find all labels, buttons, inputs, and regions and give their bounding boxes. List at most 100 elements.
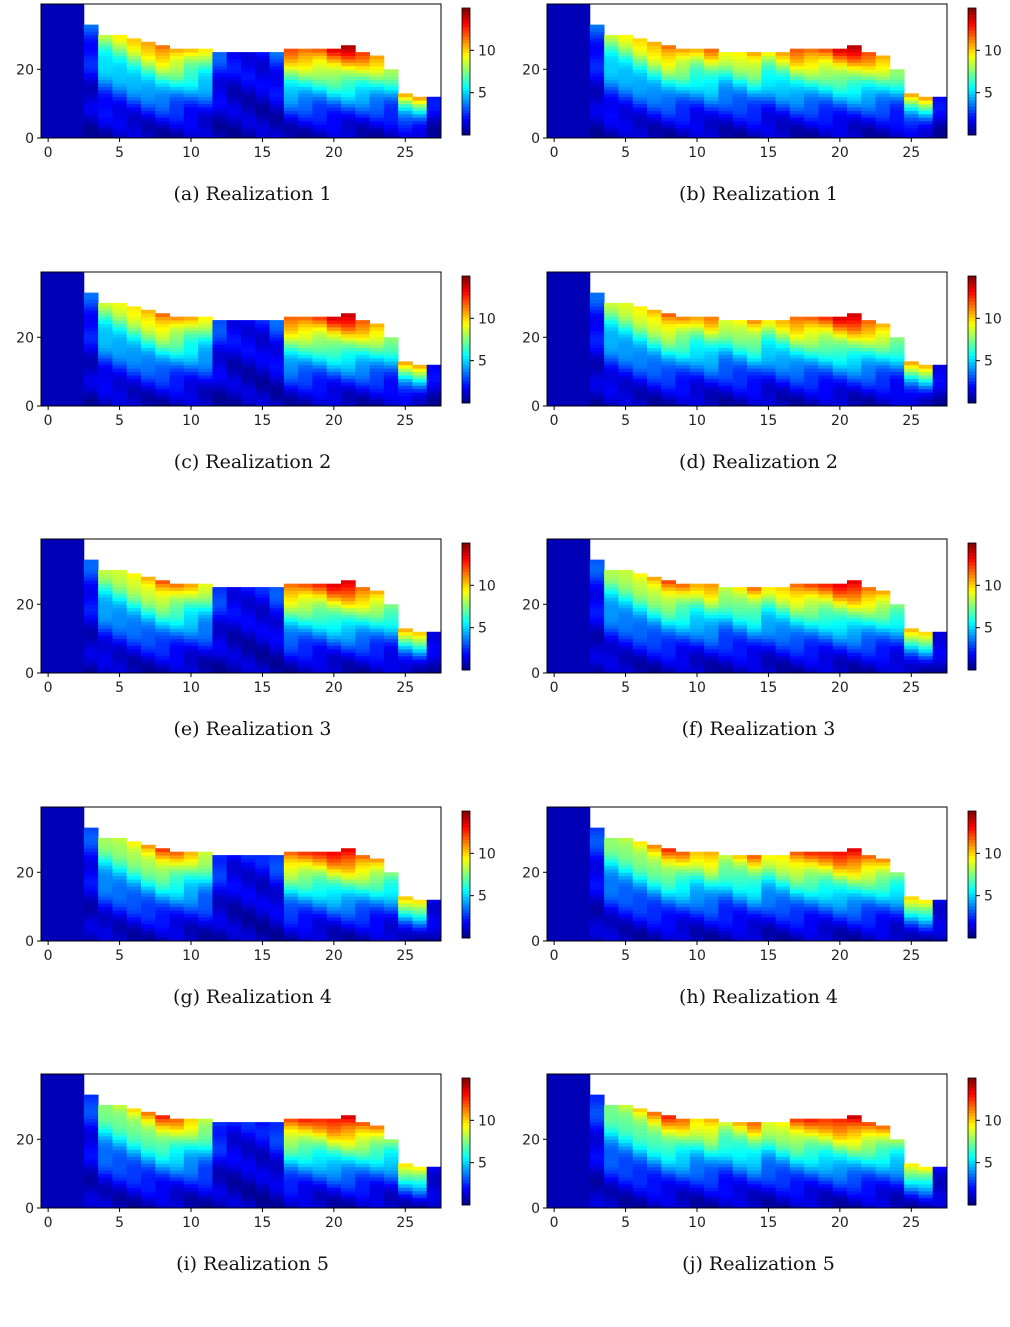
heatmap-cell [270, 635, 285, 639]
heatmap-cell [55, 615, 70, 619]
heatmap-cell [833, 351, 848, 355]
heatmap-cell [170, 80, 185, 84]
heatmap-cell [618, 86, 633, 90]
heatmap-cell [41, 649, 56, 653]
heatmap-cell [284, 656, 299, 660]
heatmap-cell [41, 549, 56, 553]
colorbar-segment [968, 116, 976, 120]
heatmap-cell [312, 618, 327, 622]
heatmap-cell [876, 642, 891, 646]
heatmap-cell [761, 597, 776, 601]
heatmap-cell [112, 111, 127, 115]
heatmap-cell [647, 76, 662, 80]
heatmap-cell [384, 69, 399, 73]
colorbar-segment [462, 575, 470, 579]
heatmap-cell [398, 372, 413, 376]
heatmap-cell [370, 604, 385, 608]
heatmap-cell [576, 639, 591, 643]
heatmap-cell [733, 399, 748, 403]
heatmap-cell [341, 361, 356, 365]
heatmap-cell [170, 104, 185, 108]
heatmap-cell [255, 111, 270, 115]
heatmap-cell [184, 385, 199, 389]
heatmap-cell [198, 104, 213, 108]
heatmap-cell [776, 80, 791, 84]
heatmap-cell [227, 621, 242, 625]
heatmap-cell [718, 107, 733, 111]
heatmap-cell [70, 570, 85, 574]
heatmap-cell [84, 361, 99, 365]
heatmap-cell [84, 107, 99, 111]
heatmap-cell [370, 93, 385, 97]
heatmap-cell [776, 117, 791, 121]
heatmap-cell [790, 90, 805, 94]
colorbar-segment [462, 301, 470, 305]
heatmap-cell [41, 859, 56, 863]
heatmap-cell [184, 611, 199, 615]
heatmap-cell [647, 597, 662, 601]
colorbar-segment [968, 654, 976, 658]
heatmap-cell [661, 327, 676, 331]
heatmap-cell [704, 584, 719, 588]
heatmap-cell [547, 80, 562, 84]
heatmap-cell [284, 625, 299, 629]
heatmap-cell [576, 306, 591, 310]
heatmap-cell [412, 365, 427, 369]
heatmap-cell [576, 272, 591, 276]
heatmap-cell [576, 611, 591, 615]
heatmap-cell [804, 100, 819, 104]
heatmap-cell [733, 337, 748, 341]
heatmap-cell [355, 83, 370, 87]
heatmap-cell [427, 659, 442, 663]
heatmap-cell [427, 642, 442, 646]
heatmap-cell [384, 625, 399, 629]
heatmap-cell [170, 59, 185, 63]
heatmap-cell [876, 131, 891, 135]
heatmap-cell [384, 618, 399, 622]
heatmap-cell [747, 368, 762, 372]
heatmap-cell [790, 104, 805, 108]
heatmap-cell [876, 354, 891, 358]
heatmap-cell [547, 354, 562, 358]
colorbar-segment [462, 78, 470, 82]
heatmap-cell [84, 611, 99, 615]
heatmap-cell [355, 90, 370, 94]
heatmap-cell [112, 604, 127, 608]
heatmap-cell [547, 625, 562, 629]
heatmap-cell [618, 310, 633, 314]
colorbar-segment [462, 565, 470, 569]
colorbar-segment [968, 100, 976, 104]
heatmap-cell [790, 320, 805, 324]
heatmap-cell [370, 334, 385, 338]
heatmap-cell [761, 114, 776, 118]
heatmap-cell [55, 900, 70, 904]
heatmap-cell [847, 666, 862, 670]
heatmap-cell [170, 632, 185, 636]
heatmap-cell [212, 337, 227, 341]
heatmap-cell [312, 56, 327, 60]
heatmap-cell [227, 659, 242, 663]
heatmap-cell [327, 83, 342, 87]
heatmap-cell [633, 52, 648, 56]
heatmap-cell [733, 121, 748, 125]
heatmap-cell [98, 859, 113, 863]
heatmap-cell [341, 594, 356, 598]
heatmap-cell [776, 131, 791, 135]
heatmap-cell [84, 56, 99, 60]
heatmap-cell [112, 351, 127, 355]
heatmap-cell [70, 845, 85, 849]
heatmap-cell [170, 354, 185, 358]
heatmap-cell [41, 893, 56, 897]
heatmap-cell [355, 131, 370, 135]
heatmap-cell [55, 69, 70, 73]
heatmap-cell [212, 611, 227, 615]
heatmap-cell [212, 628, 227, 632]
heatmap-cell [690, 124, 705, 128]
heatmap-cell [576, 31, 591, 35]
heatmap-cell [284, 652, 299, 656]
heatmap-cell [55, 42, 70, 46]
heatmap-cell [112, 42, 127, 46]
heatmap-cell [676, 632, 691, 636]
heatmap-cell [298, 76, 313, 80]
heatmap-cell [761, 372, 776, 376]
